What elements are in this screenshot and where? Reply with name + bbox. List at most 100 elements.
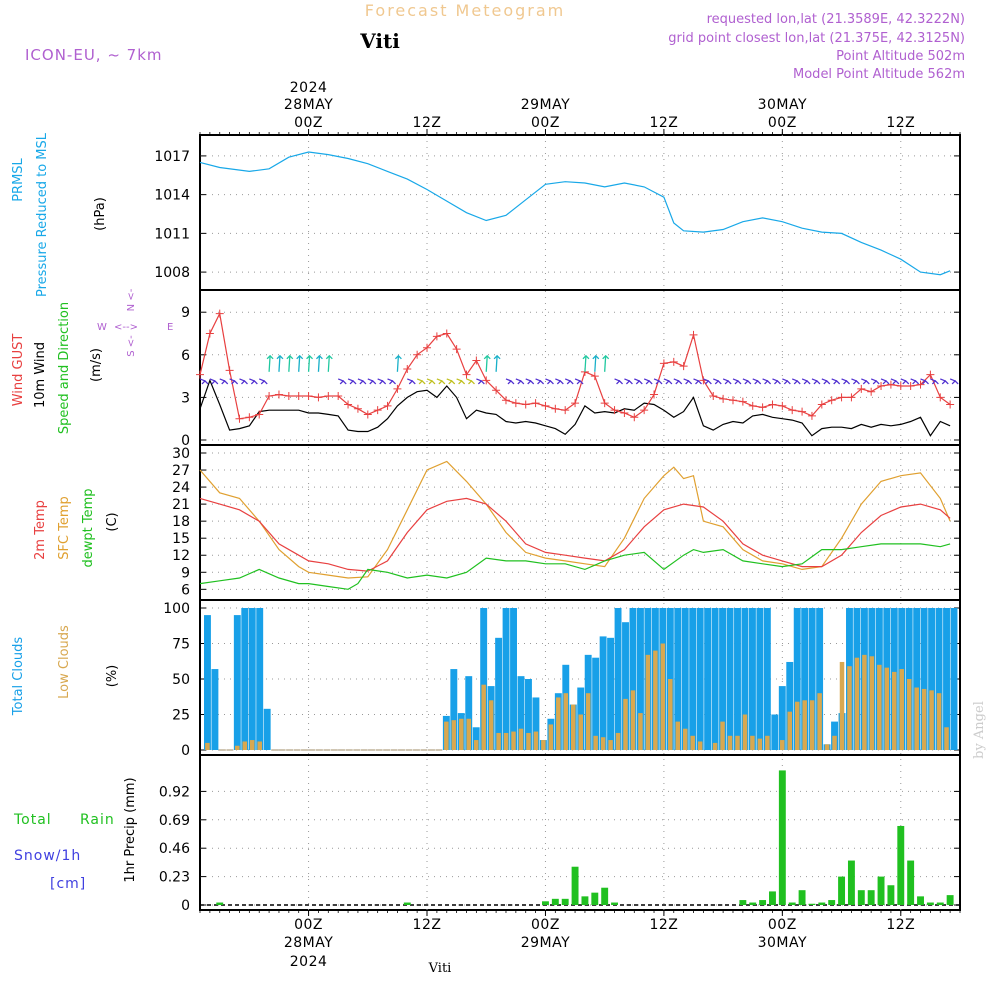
wind-arrowhead xyxy=(793,380,801,385)
temp-tick-label: 18 xyxy=(172,514,190,530)
gust-marker xyxy=(196,370,204,379)
wind-arrowhead xyxy=(483,354,491,360)
total-cloud-bar xyxy=(808,608,816,750)
total-cloud-bar xyxy=(816,608,824,750)
sfc-temp-line xyxy=(199,460,951,579)
low-cloud-bar xyxy=(481,684,486,750)
wind-arrowhead xyxy=(704,380,712,385)
wind-arrow xyxy=(407,378,413,382)
wind-arrow xyxy=(239,378,245,382)
low-cloud-bar xyxy=(720,721,725,750)
low-cloud-bar xyxy=(765,735,770,750)
gust-marker xyxy=(798,407,807,416)
gust-marker xyxy=(274,390,283,399)
svg-text:S <-: S <- xyxy=(126,335,137,357)
gust-marker xyxy=(590,372,599,381)
wind-arrow xyxy=(396,355,400,372)
wind-arrowhead xyxy=(266,354,274,360)
total-cloud-bar xyxy=(778,686,786,750)
total-cloud-bar xyxy=(532,697,540,750)
wind-arrowhead xyxy=(872,380,880,385)
gust-marker xyxy=(640,406,649,415)
rain-bar xyxy=(542,901,549,905)
low-cloud-bar xyxy=(697,741,703,750)
temp-tick-label: 9 xyxy=(181,565,190,581)
clouds-tick-label: 0 xyxy=(181,743,190,759)
wind-arrowhead xyxy=(438,380,446,385)
low-cloud-bar xyxy=(623,698,628,750)
wind-arrowhead xyxy=(813,380,821,385)
low-cloud-bar xyxy=(899,669,904,750)
wind-arrow xyxy=(495,355,498,372)
wind-arrowhead xyxy=(250,380,258,385)
low-cloud-bar xyxy=(668,679,673,750)
wind-arrow xyxy=(219,378,225,382)
wind-arrow xyxy=(574,378,581,382)
wind-arrow xyxy=(268,355,271,372)
rain-bar xyxy=(897,825,905,905)
time-label-bottom: 12Z xyxy=(649,917,678,933)
gust-marker xyxy=(383,401,392,410)
total-cloud-bar xyxy=(734,608,741,750)
low-cloud-bar xyxy=(451,720,457,750)
gust-marker xyxy=(482,376,491,385)
gust-marker xyxy=(817,400,826,409)
wind-arrow xyxy=(357,378,364,382)
rain-bar xyxy=(877,876,885,905)
wind-label-2: 10m Wind xyxy=(33,342,48,408)
total-cloud-bar xyxy=(465,676,473,750)
precip-tick-label: 0.92 xyxy=(159,784,190,800)
wind-arrowhead xyxy=(231,380,239,385)
time-label-bottom: 12Z xyxy=(413,917,442,933)
wind-arrowhead xyxy=(724,380,732,385)
wind-arrow xyxy=(367,378,374,382)
wind-arrowhead xyxy=(537,380,545,385)
low-cloud-bar xyxy=(242,741,248,750)
rain-bar xyxy=(828,900,836,905)
gust-marker xyxy=(669,357,678,366)
wind-arrow xyxy=(713,378,719,382)
rain-bar xyxy=(857,890,865,905)
low-cloud-bar xyxy=(712,742,718,750)
wind-arrow xyxy=(880,378,887,382)
rain-bar xyxy=(601,887,609,905)
pressure-tick-label: 1014 xyxy=(154,188,190,204)
gust-marker xyxy=(738,397,747,406)
wind-arrowhead xyxy=(468,380,475,385)
total-cloud-bar xyxy=(599,636,607,750)
gust-marker xyxy=(432,332,441,341)
wind-arrow xyxy=(782,378,788,382)
low-cloud-bar xyxy=(444,721,449,750)
cloud-label-1: Total Clouds xyxy=(11,637,26,717)
wind-arrowhead xyxy=(803,380,811,385)
wind-arrow xyxy=(791,378,798,382)
low-cloud-bar xyxy=(526,732,531,750)
gust-marker xyxy=(373,406,382,415)
wind-arrow xyxy=(801,378,808,382)
low-cloud-bar xyxy=(944,727,949,750)
gust-marker xyxy=(413,350,422,359)
wind-arrow xyxy=(722,378,729,382)
wind-arrowhead xyxy=(783,380,791,385)
total-cloud-bar xyxy=(771,714,779,750)
gust-marker xyxy=(561,406,570,415)
total-cloud-bar xyxy=(233,615,241,750)
gust-marker xyxy=(926,370,935,379)
wind-arrowhead xyxy=(734,380,742,385)
time-label-bottom: 2024 xyxy=(290,954,328,970)
svg-text:W: W xyxy=(97,322,107,333)
wind-arrow xyxy=(258,378,265,382)
wind-arrow xyxy=(229,378,235,382)
wind-arrowhead xyxy=(566,380,574,385)
rain-bar xyxy=(759,900,767,905)
gust-marker xyxy=(423,343,432,352)
model-label: ICON-EU, ~ 7km xyxy=(25,46,163,64)
wind-unit: (m/s) xyxy=(89,348,104,382)
wind-arrowhead xyxy=(493,354,501,360)
pressure-unit: (hPa) xyxy=(93,197,108,231)
cloud-label-2: Low Clouds xyxy=(57,625,72,699)
low-cloud-bar xyxy=(645,654,651,750)
time-label-bottom: 00Z xyxy=(768,917,797,933)
total-cloud-bar xyxy=(689,608,697,750)
pressure-line xyxy=(199,151,951,276)
